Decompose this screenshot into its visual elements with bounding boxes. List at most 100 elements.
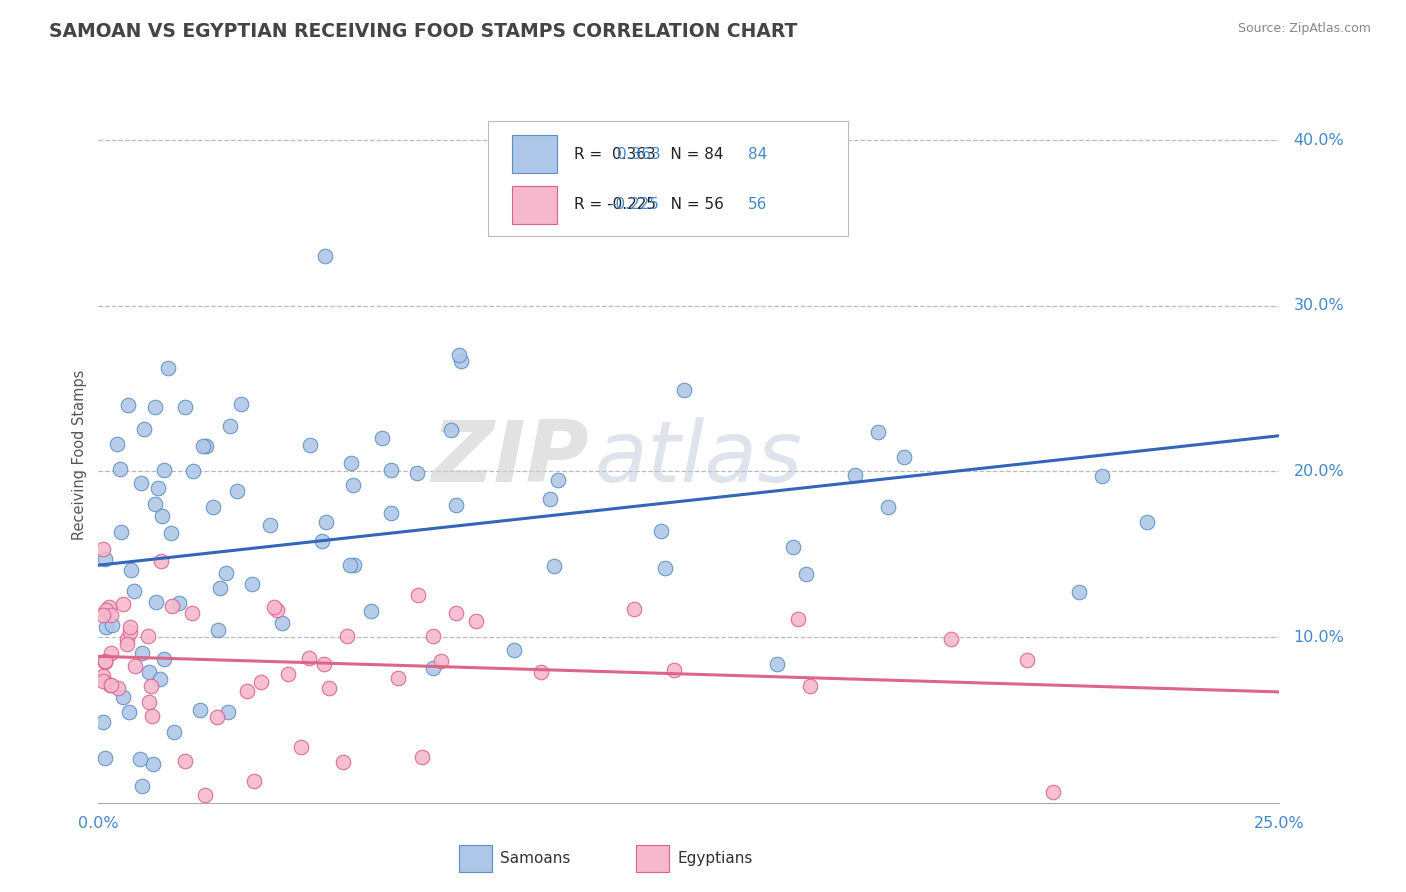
Point (201, 500, 224, 515)
Bar (512, 135, 557, 173)
Point (387, 671, 409, 685)
Text: 56: 56 (748, 197, 768, 212)
Point (150, 553, 173, 567)
Point (343, 558, 366, 573)
Point (94, 620, 117, 634)
Point (673, 383, 696, 397)
Point (893, 450, 915, 464)
Text: R = -0.225   N = 56: R = -0.225 N = 56 (575, 197, 724, 212)
Text: 30.0%: 30.0% (1294, 298, 1344, 313)
Point (145, 497, 167, 511)
Point (547, 474, 569, 488)
Point (447, 348, 470, 362)
Point (380, 506, 402, 520)
Point (786, 612, 808, 626)
Point (765, 657, 787, 671)
Point (217, 705, 239, 719)
Point (406, 588, 429, 602)
Point (360, 603, 382, 617)
Point (411, 749, 433, 764)
Point (623, 602, 645, 616)
Point (311, 533, 333, 548)
Point (183, 464, 205, 478)
Point (194, 439, 217, 453)
Text: R =  0.363   N = 84: R = 0.363 N = 84 (575, 146, 724, 161)
Point (143, 401, 166, 415)
Point (405, 466, 427, 480)
Point (131, 646, 153, 660)
Point (91, 542, 114, 557)
Point (142, 756, 165, 771)
Point (208, 581, 231, 595)
Point (139, 679, 162, 693)
Point (205, 709, 228, 723)
Point (115, 637, 138, 651)
Point (91, 608, 114, 623)
Point (138, 696, 160, 710)
Point (315, 515, 337, 529)
Point (91, 669, 114, 683)
Text: 20.0%: 20.0% (1294, 464, 1344, 479)
Point (188, 703, 211, 717)
Point (370, 431, 392, 445)
Point (1136, 515, 1159, 529)
Point (160, 599, 183, 614)
Point (844, 467, 866, 482)
Point (145, 595, 167, 609)
Text: Samoans: Samoans (501, 851, 571, 866)
Point (91, 673, 114, 688)
Point (782, 540, 804, 554)
Point (94, 655, 117, 669)
Text: 40.0%: 40.0% (1294, 133, 1344, 148)
Point (160, 525, 183, 540)
Point (1042, 784, 1064, 798)
Point (1067, 585, 1090, 599)
Point (263, 600, 285, 615)
Point (314, 249, 336, 263)
Point (131, 476, 153, 491)
Point (131, 779, 153, 793)
Point (96, 603, 118, 617)
Text: -0.225: -0.225 (610, 197, 658, 212)
Point (105, 436, 128, 450)
Point (332, 756, 354, 770)
Point (380, 463, 402, 477)
Point (120, 620, 142, 634)
Point (194, 788, 217, 802)
Point (112, 690, 135, 704)
Point (101, 617, 124, 632)
Y-axis label: Receiving Food Stamps: Receiving Food Stamps (72, 369, 87, 541)
Point (94, 552, 117, 566)
Point (794, 566, 817, 581)
Point (98, 678, 121, 692)
Point (799, 679, 821, 693)
Point (422, 661, 444, 675)
Point (100, 646, 122, 660)
Point (174, 400, 197, 414)
Point (340, 457, 363, 471)
Point (207, 623, 229, 637)
Point (266, 603, 288, 617)
Point (153, 651, 176, 665)
Point (770, 219, 793, 234)
Point (124, 659, 146, 673)
Point (112, 597, 135, 611)
Point (444, 498, 467, 512)
Point (136, 628, 159, 642)
Point (225, 484, 247, 499)
Point (174, 754, 197, 768)
Point (231, 397, 253, 411)
Point (298, 438, 321, 452)
Point (342, 478, 364, 492)
Point (180, 606, 202, 620)
Point (218, 418, 240, 433)
Point (120, 563, 142, 577)
Point (118, 625, 141, 640)
Point (118, 705, 141, 719)
Point (167, 596, 190, 610)
Point (150, 508, 173, 523)
Point (115, 632, 138, 647)
FancyBboxPatch shape (488, 121, 848, 235)
Point (277, 666, 299, 681)
Point (157, 361, 180, 376)
